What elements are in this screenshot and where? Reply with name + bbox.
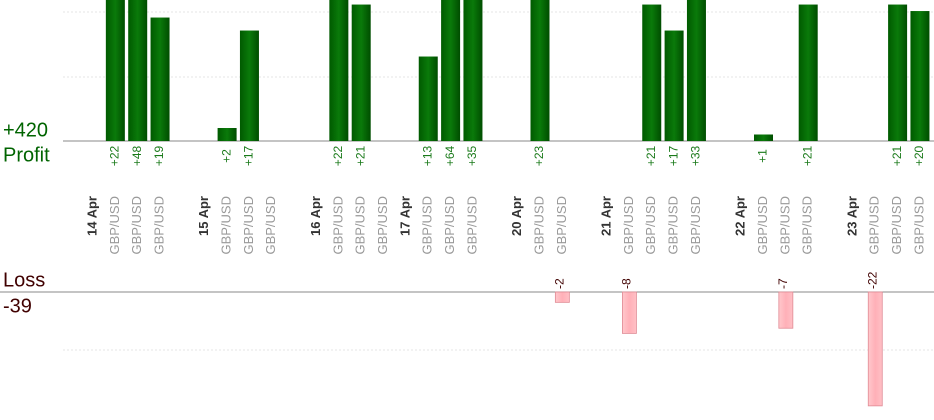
profit-value-label: +48 xyxy=(130,145,144,166)
pair-label: GBP/USD xyxy=(554,196,569,255)
profit-value-label: +13 xyxy=(420,145,434,166)
profit-bar xyxy=(642,4,662,142)
profit-value-label: +64 xyxy=(443,145,457,166)
profit-value-label: +21 xyxy=(800,145,814,166)
pair-label: GBP/USD xyxy=(353,196,368,255)
profit-bar xyxy=(150,17,170,142)
loss-value-label: -8 xyxy=(620,278,634,289)
date-label: 20 Apr xyxy=(509,196,524,236)
pair-label: GBP/USD xyxy=(531,196,546,255)
profit-bar xyxy=(418,56,438,141)
pair-label: GBP/USD xyxy=(911,196,926,255)
profit-bar xyxy=(351,4,371,142)
pair-label: GBP/USD xyxy=(442,196,457,255)
pair-label: GBP/USD xyxy=(889,196,904,255)
pair-label: GBP/USD xyxy=(420,196,435,255)
loss-value-label: -22 xyxy=(865,271,879,289)
profit-bar xyxy=(686,0,706,141)
date-label: 22 Apr xyxy=(733,196,748,236)
loss-value-label: -7 xyxy=(776,278,790,289)
loss-value-label: -2 xyxy=(553,278,567,289)
profit-bar xyxy=(441,0,461,141)
profit-bar xyxy=(463,0,483,141)
date-label: 17 Apr xyxy=(397,196,412,236)
profit-bar xyxy=(128,0,148,141)
profit-label: Profit xyxy=(3,144,50,166)
profit-bar xyxy=(888,4,908,142)
date-label: 14 Apr xyxy=(84,196,99,236)
pair-label: GBP/USD xyxy=(219,196,234,255)
profit-value-label: +19 xyxy=(152,145,166,166)
profit-value-label: +17 xyxy=(242,145,256,166)
profit-value-label: +23 xyxy=(532,145,546,166)
profit-bar xyxy=(530,0,550,141)
profit-value-label: +20 xyxy=(912,145,926,166)
loss-bar xyxy=(554,291,570,303)
profit-bar xyxy=(239,30,259,142)
profit-bar xyxy=(910,11,930,142)
pair-label: GBP/USD xyxy=(464,196,479,255)
pair-label: GBP/USD xyxy=(800,196,815,255)
profit-value-label: +35 xyxy=(465,145,479,166)
pair-label: GBP/USD xyxy=(263,196,278,255)
date-label: 15 Apr xyxy=(196,196,211,236)
pair-label: GBP/USD xyxy=(151,196,166,255)
pair-label: GBP/USD xyxy=(241,196,256,255)
profit-value-label: +21 xyxy=(644,145,658,166)
pair-label: GBP/USD xyxy=(330,196,345,255)
profit-bar xyxy=(105,0,125,141)
loss-bar xyxy=(778,291,794,329)
pair-label: GBP/USD xyxy=(643,196,658,255)
profit-value-label: +22 xyxy=(331,145,345,166)
pair-label: GBP/USD xyxy=(688,196,703,255)
profit-bar xyxy=(329,0,349,141)
date-label: 21 Apr xyxy=(598,196,613,236)
profit-value-label: +33 xyxy=(689,145,703,166)
profit-value-label: +17 xyxy=(666,145,680,166)
profit-value-label: +22 xyxy=(108,145,122,166)
profit-value-label: +2 xyxy=(219,149,233,163)
pair-label: GBP/USD xyxy=(621,196,636,255)
pair-label: GBP/USD xyxy=(107,196,122,255)
profit-value-label: +21 xyxy=(890,145,904,166)
loss-total: -39 xyxy=(3,295,32,317)
pair-label: GBP/USD xyxy=(755,196,770,255)
loss-bar xyxy=(867,291,883,407)
loss-label: Loss xyxy=(3,269,45,291)
pair-label: GBP/USD xyxy=(666,196,681,255)
profit-bar xyxy=(664,30,684,142)
date-label: 16 Apr xyxy=(308,196,323,236)
pair-label: GBP/USD xyxy=(777,196,792,255)
profit-bar xyxy=(754,134,773,141)
profit-bar xyxy=(217,128,237,141)
date-label: 23 Apr xyxy=(844,196,859,236)
pair-label: GBP/USD xyxy=(375,196,390,255)
profit-value-label: +1 xyxy=(756,149,770,163)
profit-bar xyxy=(798,4,818,142)
pair-label: GBP/USD xyxy=(129,196,144,255)
profit-total: +420 xyxy=(3,119,48,141)
pair-label: GBP/USD xyxy=(867,196,882,255)
loss-bar xyxy=(622,291,637,334)
profit-value-label: +21 xyxy=(353,145,367,166)
